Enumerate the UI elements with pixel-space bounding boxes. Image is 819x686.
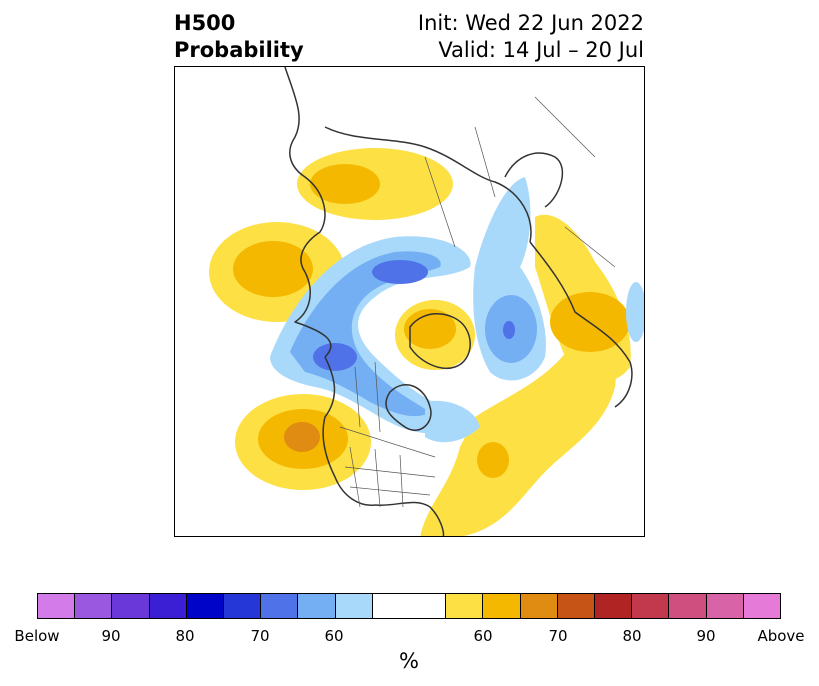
cbar-below-3 [112, 594, 150, 618]
us-states-grid-5 [349, 486, 431, 496]
cbar-above-5 [595, 594, 633, 618]
political-borders [339, 96, 616, 508]
us-states-grid-2 [374, 448, 381, 508]
above-normal-shading [209, 148, 631, 536]
us-states-grid-3 [399, 454, 404, 508]
cbar-below-6 [224, 594, 262, 618]
title-product: Probability [174, 38, 304, 62]
title-variable: H500 [174, 11, 236, 35]
cbar-below-2 [75, 594, 113, 618]
north-america-east-coast [374, 501, 445, 536]
arctic-below-core [372, 260, 428, 284]
coastlines [284, 67, 633, 536]
greenland-coast [409, 313, 471, 369]
siberia-coast [284, 67, 326, 273]
map-title-right: Init: Wed 22 Jun 2022 Valid: 14 Jul – 20… [418, 10, 644, 64]
cbar-tick-above-60: 60 [473, 627, 493, 645]
atlantic-above-inner [477, 442, 509, 478]
cbar-tick-above-90: 90 [696, 627, 716, 645]
atlantic-above-outer [420, 340, 616, 536]
cbar-tick-above-70: 70 [548, 627, 568, 645]
init-date-label: Init: Wed 22 Jun 2022 [417, 11, 644, 35]
us-states-grid-4 [344, 466, 436, 478]
cbar-above-9 [743, 594, 781, 618]
north-america-west-coast [322, 356, 376, 506]
siberia-above-inner [310, 164, 380, 204]
greenland-above-inner [404, 309, 456, 349]
eurasia-border-1 [424, 156, 456, 248]
cbar-tick-below-80: 80 [175, 627, 195, 645]
cbar-tick-below-60: 60 [324, 627, 344, 645]
scandinavia-below [626, 282, 644, 342]
eurasia-border-4 [564, 226, 616, 268]
cbar-tick-above-80: 80 [622, 627, 642, 645]
below-normal-shading [270, 177, 644, 443]
barents-below-core [503, 321, 515, 339]
cbar-below-4 [149, 594, 187, 618]
cbar-above-7 [669, 594, 707, 618]
cbar-below-1 [38, 594, 76, 618]
cbar-below-9 [335, 594, 373, 618]
canada-below-core [313, 343, 357, 371]
cbar-tick-below-90: 90 [101, 627, 121, 645]
cbar-above-3 [520, 594, 558, 618]
cbar-below-8 [298, 594, 336, 618]
hudson-below [425, 400, 480, 443]
map-title-left: H500 Probability [174, 10, 304, 64]
alaska-above-inner [233, 241, 313, 297]
canada-provinces-1 [354, 366, 361, 428]
probability-map [209, 67, 644, 536]
west-us-above-core [284, 422, 320, 452]
eurasia-arctic-coast [324, 126, 532, 243]
arctic-below-mid [290, 251, 441, 417]
cbar-above-6 [632, 594, 670, 618]
europe-coast [529, 241, 633, 408]
cbar-above-2 [483, 594, 521, 618]
cbar-tick-below: Below [14, 627, 60, 645]
cbar-above-8 [706, 594, 744, 618]
cbar-tick-above: Above [757, 627, 805, 645]
canada-us-border [339, 426, 436, 458]
cbar-above-4 [557, 594, 596, 618]
cbar-neutral [372, 594, 447, 618]
eurasia-border-2 [474, 126, 496, 198]
cbar-below-5 [186, 594, 225, 618]
hudson-bay-coast [385, 384, 432, 431]
colorbar-unit-label: % [399, 649, 419, 673]
alaska-coast [294, 271, 332, 358]
eurasia-border-3 [534, 96, 596, 158]
cbar-above-1 [446, 594, 484, 618]
valid-range-label: Valid: 14 Jul – 20 Jul [438, 38, 644, 62]
probability-colorbar [37, 593, 781, 619]
scandinavia-coast [504, 152, 564, 208]
us-states-grid-1 [349, 446, 361, 508]
arctic-below-outer [270, 236, 471, 434]
cbar-below-7 [261, 594, 299, 618]
canada-provinces-2 [374, 361, 381, 433]
cbar-tick-below-70: 70 [250, 627, 270, 645]
map-panel [174, 66, 645, 537]
